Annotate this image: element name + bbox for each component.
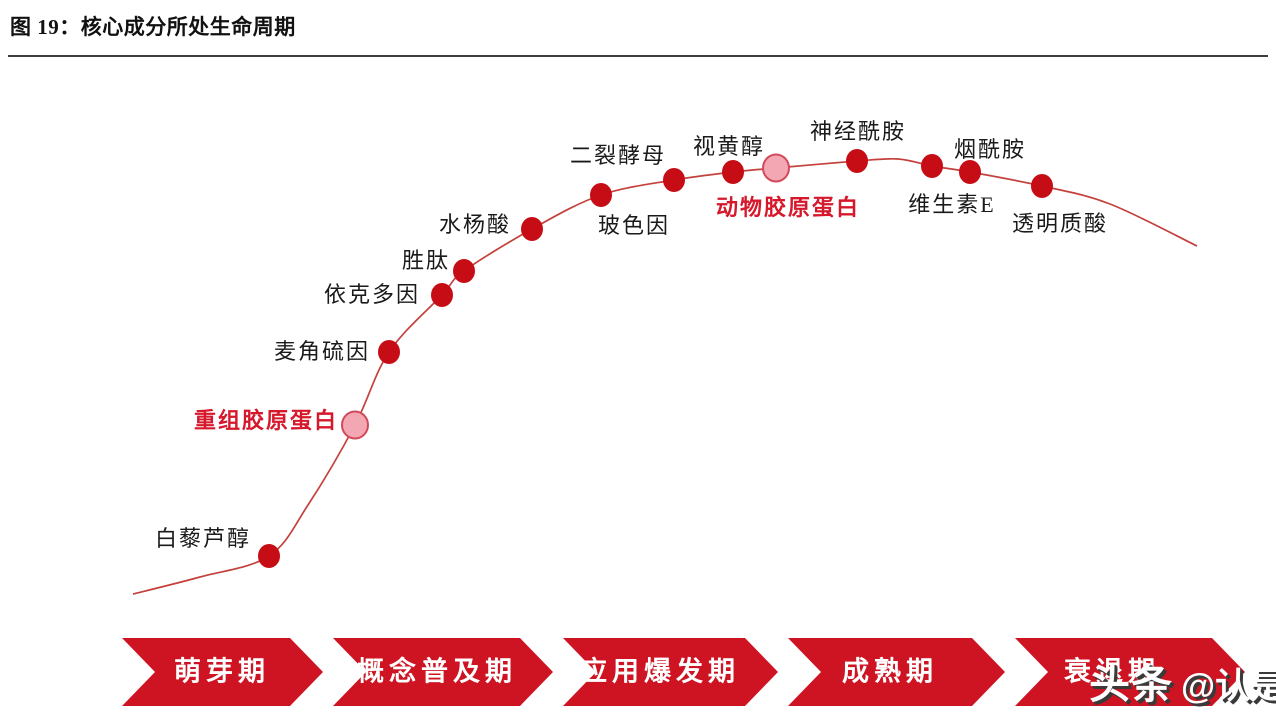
ingredient-label-6: 二裂酵母	[569, 143, 667, 168]
stage-arrow-0	[122, 638, 323, 706]
ingredient-dot-5	[521, 217, 543, 241]
ingredient-label-7: 玻色因	[597, 213, 671, 238]
ingredient-dot-13	[1031, 174, 1053, 198]
toutiao-watermark: 头条 @认是	[1089, 650, 1276, 710]
ingredient-label-3: 依克多因	[323, 282, 421, 307]
ingredient-dot-7	[663, 168, 685, 192]
stage-label-2: 应用爆发期	[580, 656, 740, 687]
ingredient-dot-8	[722, 160, 744, 184]
ingredient-dot-3	[431, 283, 453, 307]
stage-arrow-2	[563, 638, 778, 706]
stage-label-4: 衰退期	[1064, 656, 1160, 687]
stage-label-1: 概念普及期	[357, 656, 517, 687]
title-divider	[8, 55, 1268, 57]
stage-arrow-4	[1015, 638, 1245, 706]
ingredient-dot-9	[762, 153, 790, 183]
ingredient-label-13: 透明质酸	[1011, 211, 1109, 236]
ingredient-dot-1	[341, 410, 369, 440]
ingredient-dot-6	[590, 183, 612, 207]
ingredient-label-5: 水杨酸	[438, 212, 512, 237]
ingredient-label-4: 胜肽	[401, 248, 451, 273]
ingredient-label-11: 维生素E	[908, 192, 996, 217]
watermark-brand-text: 头条	[1089, 661, 1173, 707]
ingredient-label-8: 视黄醇	[692, 134, 766, 159]
ingredient-label-1: 重组胶原蛋白	[193, 408, 339, 433]
ingredient-label-10: 神经酰胺	[809, 119, 907, 144]
ingredient-dot-12	[959, 160, 981, 184]
ingredient-dot-11	[921, 154, 943, 178]
ingredient-label-0: 白藜芦醇	[154, 526, 252, 551]
ingredient-dot-10	[846, 149, 868, 173]
ingredient-dot-0	[258, 544, 280, 568]
ingredient-dot-4	[453, 259, 475, 283]
watermark-handle-text: @认是	[1181, 667, 1276, 706]
stage-arrow-3	[788, 638, 1005, 706]
stage-label-3: 成熟期	[842, 656, 938, 687]
ingredient-dot-2	[378, 340, 400, 364]
ingredient-label-12: 烟酰胺	[953, 137, 1027, 162]
stage-label-0: 萌芽期	[174, 656, 270, 687]
ingredient-label-9: 动物胶原蛋白	[715, 195, 861, 220]
stage-arrow-1	[333, 638, 553, 706]
ingredient-label-2: 麦角硫因	[273, 339, 371, 364]
figure-title: 图 19：核心成分所处生命周期	[10, 15, 296, 39]
